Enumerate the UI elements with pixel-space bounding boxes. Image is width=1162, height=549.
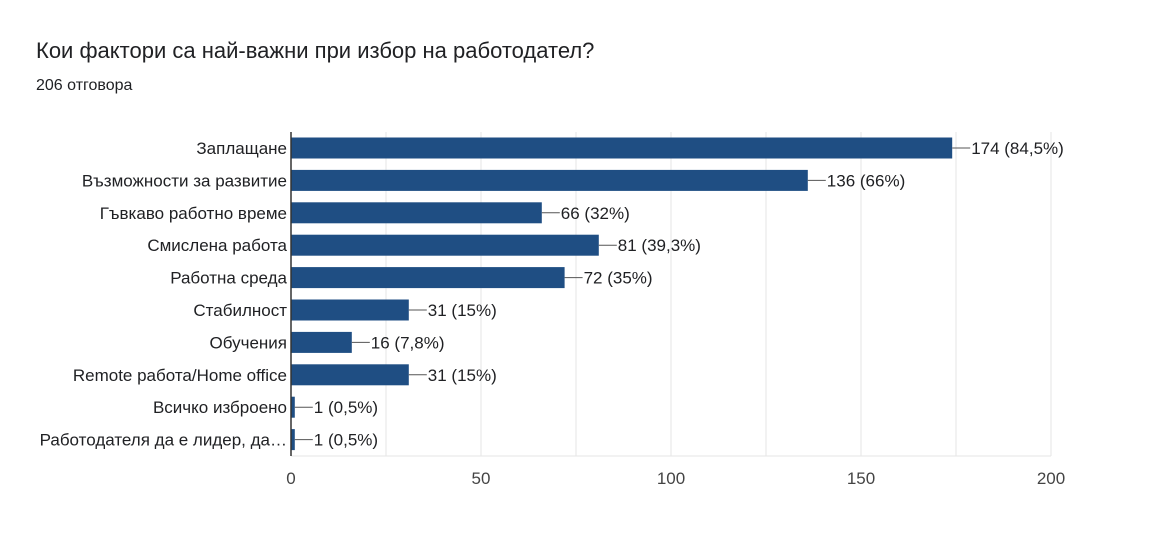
category-label: Стабилност xyxy=(193,301,287,320)
bar xyxy=(291,169,808,191)
value-label: 66 (32%) xyxy=(561,204,630,223)
value-label: 31 (15%) xyxy=(428,366,497,385)
value-label: 1 (0,5%) xyxy=(314,431,378,450)
x-tick-label: 100 xyxy=(657,469,685,488)
bar xyxy=(291,396,295,418)
category-label: Работодателя да е лидер, да… xyxy=(40,431,287,450)
category-label: Смислена работа xyxy=(147,236,287,255)
x-tick-label: 150 xyxy=(847,469,875,488)
value-label: 174 (84,5%) xyxy=(971,139,1064,158)
bar xyxy=(291,202,542,224)
bar xyxy=(291,137,953,159)
category-label: Remote работа/Home office xyxy=(73,366,287,385)
bar xyxy=(291,429,295,451)
grid-lines xyxy=(291,132,1052,457)
category-label: Работна среда xyxy=(170,269,287,288)
bar xyxy=(291,364,409,386)
x-tick-label: 0 xyxy=(286,469,295,488)
category-label: Гъвкаво работно време xyxy=(100,204,287,223)
response-count: 206 отговора xyxy=(36,77,133,94)
category-label: Възможности за развитие xyxy=(82,171,287,190)
value-label: 136 (66%) xyxy=(827,171,905,190)
bar xyxy=(291,331,352,353)
category-labels: Заплащане Възможности за развитие Гъвкаво … xyxy=(40,139,288,450)
value-label: 1 (0,5%) xyxy=(314,398,378,417)
value-labels: 174 (84,5%) 136 (66%) 66 (32%) 81 (39,3%) 72… xyxy=(294,139,1064,450)
x-tick-label: 50 xyxy=(472,469,491,488)
value-label: 72 (35%) xyxy=(584,269,653,288)
category-label: Заплащане xyxy=(196,139,287,158)
category-label: Всичко изброено xyxy=(153,398,287,417)
category-label: Обучения xyxy=(210,333,288,352)
x-tick-label: 200 xyxy=(1037,469,1065,488)
bar xyxy=(291,299,409,321)
value-label: 31 (15%) xyxy=(428,301,497,320)
bars xyxy=(291,137,953,451)
x-axis-ticks: 0 50 100 150 200 xyxy=(286,469,1065,488)
bar xyxy=(291,234,599,256)
value-label: 81 (39,3%) xyxy=(618,236,701,255)
chart-title: Кои фактори са най-важни при избор на ра… xyxy=(36,38,595,63)
bar xyxy=(291,267,565,289)
value-label: 16 (7,8%) xyxy=(371,333,445,352)
